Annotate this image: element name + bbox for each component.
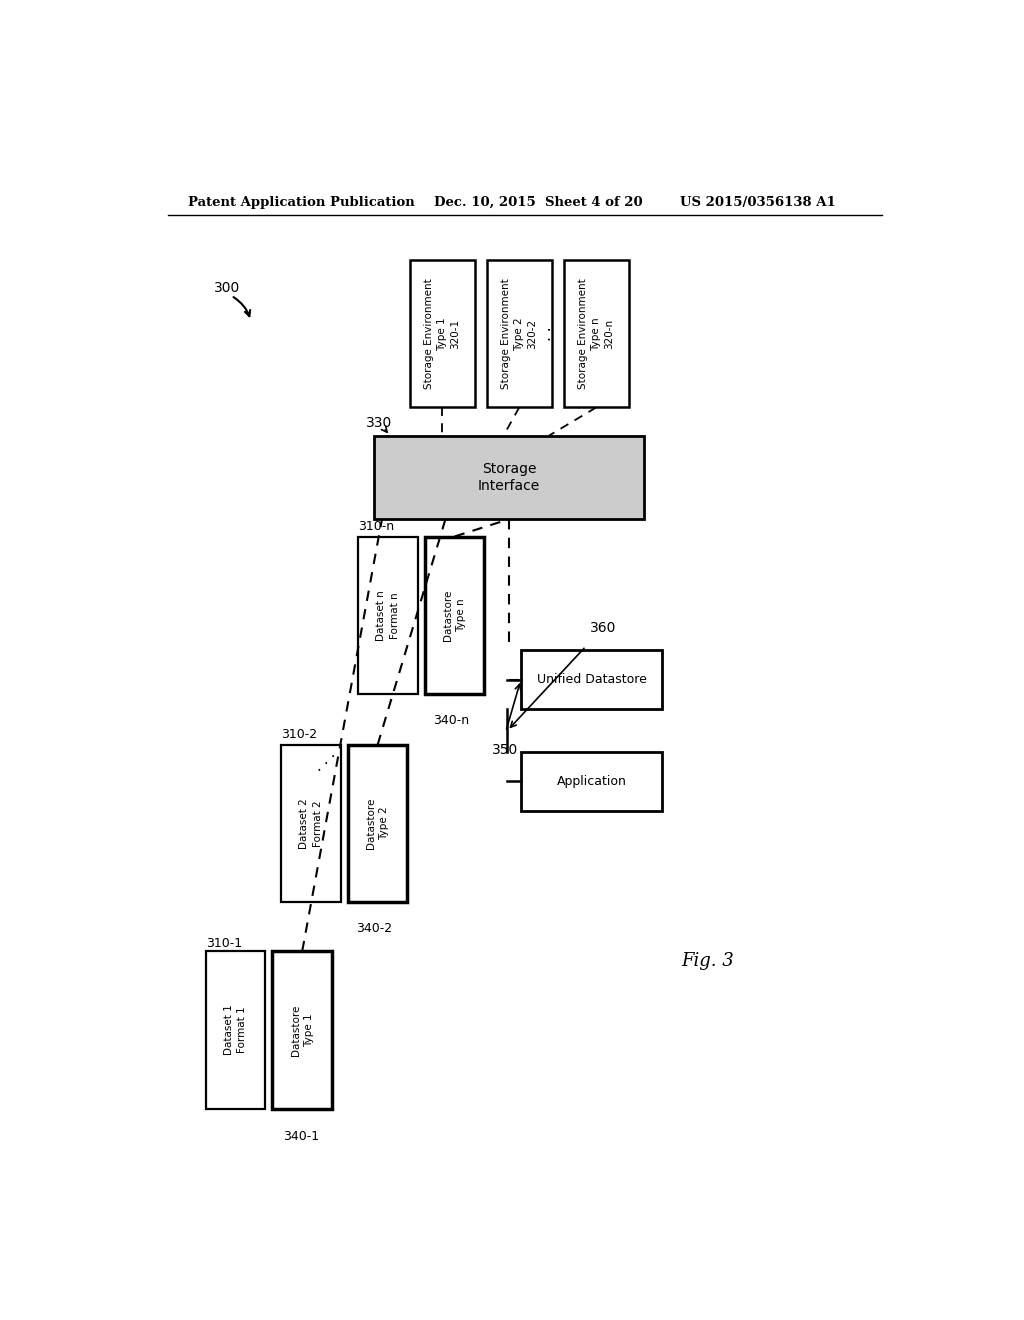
- Bar: [521, 752, 663, 810]
- Text: 330: 330: [367, 416, 392, 430]
- Bar: [563, 260, 629, 408]
- Text: 350: 350: [492, 743, 518, 756]
- Bar: [374, 436, 644, 519]
- Text: Datastore
Type n: Datastore Type n: [443, 590, 466, 642]
- Text: . . .: . . .: [311, 746, 339, 774]
- Bar: [206, 952, 265, 1109]
- Bar: [348, 744, 408, 903]
- Text: Storage Environment
Type 1
320-1: Storage Environment Type 1 320-1: [424, 279, 461, 389]
- Text: Storage
Interface: Storage Interface: [478, 462, 540, 492]
- Bar: [272, 952, 332, 1109]
- Bar: [282, 744, 341, 903]
- Bar: [425, 536, 484, 694]
- Text: Dec. 10, 2015  Sheet 4 of 20: Dec. 10, 2015 Sheet 4 of 20: [433, 195, 642, 209]
- Text: Application: Application: [556, 775, 627, 788]
- Text: Storage Environment
Type n
320-n: Storage Environment Type n 320-n: [578, 279, 614, 389]
- Text: Datastore
Type 2: Datastore Type 2: [366, 799, 389, 849]
- Text: Dataset 1
Format 1: Dataset 1 Format 1: [224, 1005, 247, 1055]
- Text: Dataset 2
Format 2: Dataset 2 Format 2: [299, 799, 323, 849]
- Text: 360: 360: [590, 620, 616, 635]
- Bar: [521, 651, 663, 709]
- Text: Datastore
Type 1: Datastore Type 1: [291, 1005, 313, 1056]
- Bar: [358, 536, 418, 694]
- Text: 300: 300: [214, 281, 240, 296]
- Text: Fig. 3: Fig. 3: [681, 952, 734, 970]
- Text: 310-1: 310-1: [206, 937, 242, 949]
- Bar: [486, 260, 552, 408]
- Text: 340-1: 340-1: [283, 1130, 318, 1143]
- Text: Patent Application Publication: Patent Application Publication: [187, 195, 415, 209]
- Text: 310-n: 310-n: [358, 520, 394, 533]
- Bar: [410, 260, 475, 408]
- Text: . .: . .: [539, 326, 554, 341]
- Text: Unified Datastore: Unified Datastore: [537, 673, 646, 686]
- Text: Storage Environment
Type 2
320-2: Storage Environment Type 2 320-2: [501, 279, 538, 389]
- Text: US 2015/0356138 A1: US 2015/0356138 A1: [680, 195, 836, 209]
- Text: Dataset n
Format n: Dataset n Format n: [376, 590, 399, 640]
- Text: 340-n: 340-n: [433, 714, 470, 727]
- Text: 340-2: 340-2: [356, 923, 392, 936]
- Text: 310-2: 310-2: [282, 729, 317, 742]
